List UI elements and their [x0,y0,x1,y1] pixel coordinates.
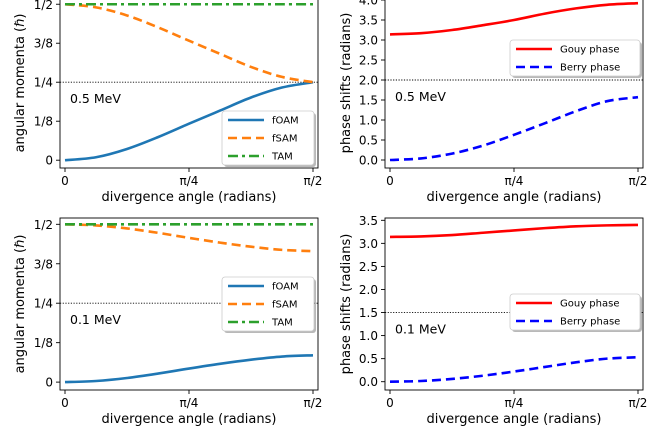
y-tick-label: 1/4 [34,76,53,90]
x-tick-label: 0 [61,174,69,188]
chart-panel-3: 0 1/8 1/4 3/8 1/2 0 π/4 π/2 divergence angle (ra… [13,217,323,427]
legend-label: Berry phase [560,63,620,74]
y-tick-label: 1/4 [34,297,53,311]
x-tick-label: π/4 [505,396,524,410]
x-tick-label: π/4 [180,396,199,410]
x-tick-label: 0 [386,396,394,410]
energy-annotation: 0.1 MeV [70,312,121,327]
energy-annotation: 0.1 MeV [395,322,446,337]
series-line-gouy-phase [389,223,639,239]
legend-label: fSAM [272,134,298,145]
legend-label: fSAM [272,300,298,311]
legend: Gouy phase Berry phase [509,293,642,332]
legend-label: Berry phase [560,317,620,328]
legend: fOAM fSAM TAM [221,110,316,167]
series-line-berry-phase [389,95,639,162]
x-axis-label: divergence angle (radians) [427,190,602,205]
y-tick-label: 1/8 [34,336,53,350]
x-axis-label: divergence angle (radians) [102,412,277,427]
legend: fOAM fSAM TAM [221,276,316,333]
y-tick-label: 1.5 [359,306,378,320]
y-tick-label: 1.0 [359,329,378,343]
legend-label: fOAM [272,282,299,293]
y-tick-label: 2.0 [359,283,378,297]
x-tick-label: 0 [61,396,69,410]
x-tick-label: π/2 [304,396,323,410]
y-axis-label: angular momenta (ℏ) [13,235,28,374]
y-tick-label: 3.0 [359,34,378,48]
y-axis-label: phase shifts (radians) [339,234,354,375]
x-tick-label: 0 [386,174,394,188]
axes-frame [384,0,644,169]
series-line-gouy-phase [389,1,639,36]
x-tick-label: π/2 [629,174,648,188]
y-axis-label: phase shifts (radians) [339,13,354,154]
x-tick-label: π/2 [629,396,648,410]
legend: Gouy phase Berry phase [509,39,642,78]
x-axis-label: divergence angle (radians) [102,190,277,205]
y-tick-label: 3/8 [34,257,53,271]
series-line-berry-phase [389,355,639,383]
series-line-fsam [64,223,314,253]
legend-label: TAM [271,318,293,329]
y-tick-label: 0 [45,376,53,390]
y-tick-label: 1/2 [34,218,53,232]
y-tick-label: 2.5 [359,54,378,68]
x-tick-label: π/4 [505,174,524,188]
y-tick-label: 0 [45,154,53,168]
series-line-fsam [64,2,314,84]
y-tick-label: 2.5 [359,260,378,274]
series-line-foam [64,353,314,384]
chart-panel-4: 0.0 0.5 1.0 1.5 2.0 2.5 3.0 3.5 0 π/4 π/2 divergenc… [339,214,647,427]
legend-label: fOAM [272,116,299,127]
legend-label: TAM [271,152,293,163]
legend-label: Gouy phase [560,299,619,310]
y-tick-label: 1/2 [34,0,53,12]
y-tick-label: 0.0 [359,154,378,168]
y-tick-label: 0.0 [359,375,378,389]
x-tick-label: π/4 [180,174,199,188]
series-line-foam [64,80,314,162]
y-tick-label: 0.5 [359,134,378,148]
chart-panel-1: 0 1/8 1/4 3/8 1/2 0 π/4 π/2 divergence angle (ra… [13,0,322,205]
x-tick-label: π/2 [304,174,323,188]
legend-label: Gouy phase [560,45,619,56]
energy-annotation: 0.5 MeV [395,89,446,104]
y-tick-label: 1.0 [359,114,378,128]
y-tick-label: 3.5 [359,214,378,228]
x-axis-label: divergence angle (radians) [427,412,602,427]
y-tick-label: 3/8 [34,37,53,51]
y-tick-label: 1/8 [34,115,53,129]
y-tick-label: 1.5 [359,94,378,108]
y-tick-label: 0.5 [359,352,378,366]
chart-panel-2: 0.0 0.5 1.0 1.5 2.0 2.5 3.0 3.5 4.0 0 π/4 π/2 diverg… [339,0,647,205]
energy-annotation: 0.5 MeV [70,91,121,106]
y-tick-label: 2.0 [359,74,378,88]
y-tick-label: 4.0 [359,0,378,8]
y-axis-label: angular momenta (ℏ) [13,14,28,153]
y-tick-label: 3.0 [359,237,378,251]
y-tick-label: 3.5 [359,14,378,28]
